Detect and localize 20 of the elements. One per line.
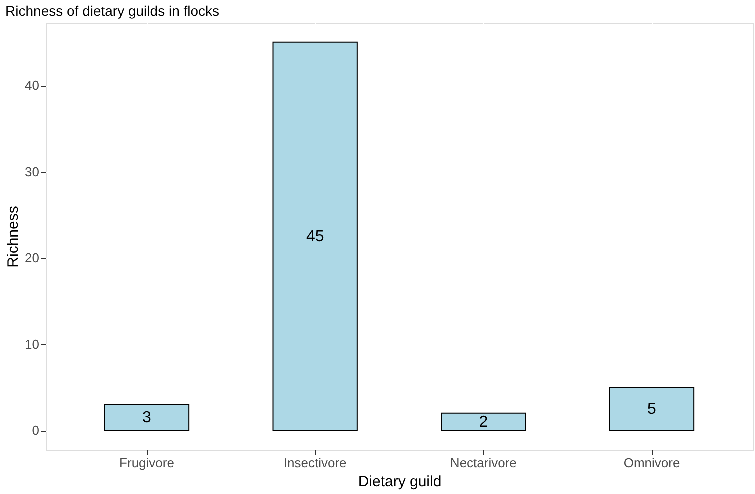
bar (272, 42, 358, 432)
y-axis-title: Richness (5, 206, 22, 268)
y-tick-label: 20 (25, 250, 40, 266)
data-label: 2 (479, 414, 488, 431)
data-label: 5 (648, 401, 657, 418)
chart-title: Richness of dietary guilds in flocks (6, 3, 220, 19)
x-tick-label: Frugivore (120, 456, 174, 470)
data-label: 45 (306, 228, 324, 246)
y-tick-label: 40 (25, 78, 40, 94)
x-tick-label: Insectivore (284, 456, 347, 470)
x-axis-title: Dietary guild (358, 474, 442, 490)
y-tick-label: 10 (25, 336, 40, 352)
y-tick-label: 30 (25, 164, 40, 180)
bar (441, 412, 526, 432)
x-tick-label: Nectarivore (450, 456, 517, 470)
bar (609, 386, 695, 432)
x-tick-label: Omnivore (624, 456, 680, 470)
bar (104, 404, 190, 432)
data-label: 3 (142, 410, 152, 427)
y-tick-label: 0 (32, 423, 40, 438)
